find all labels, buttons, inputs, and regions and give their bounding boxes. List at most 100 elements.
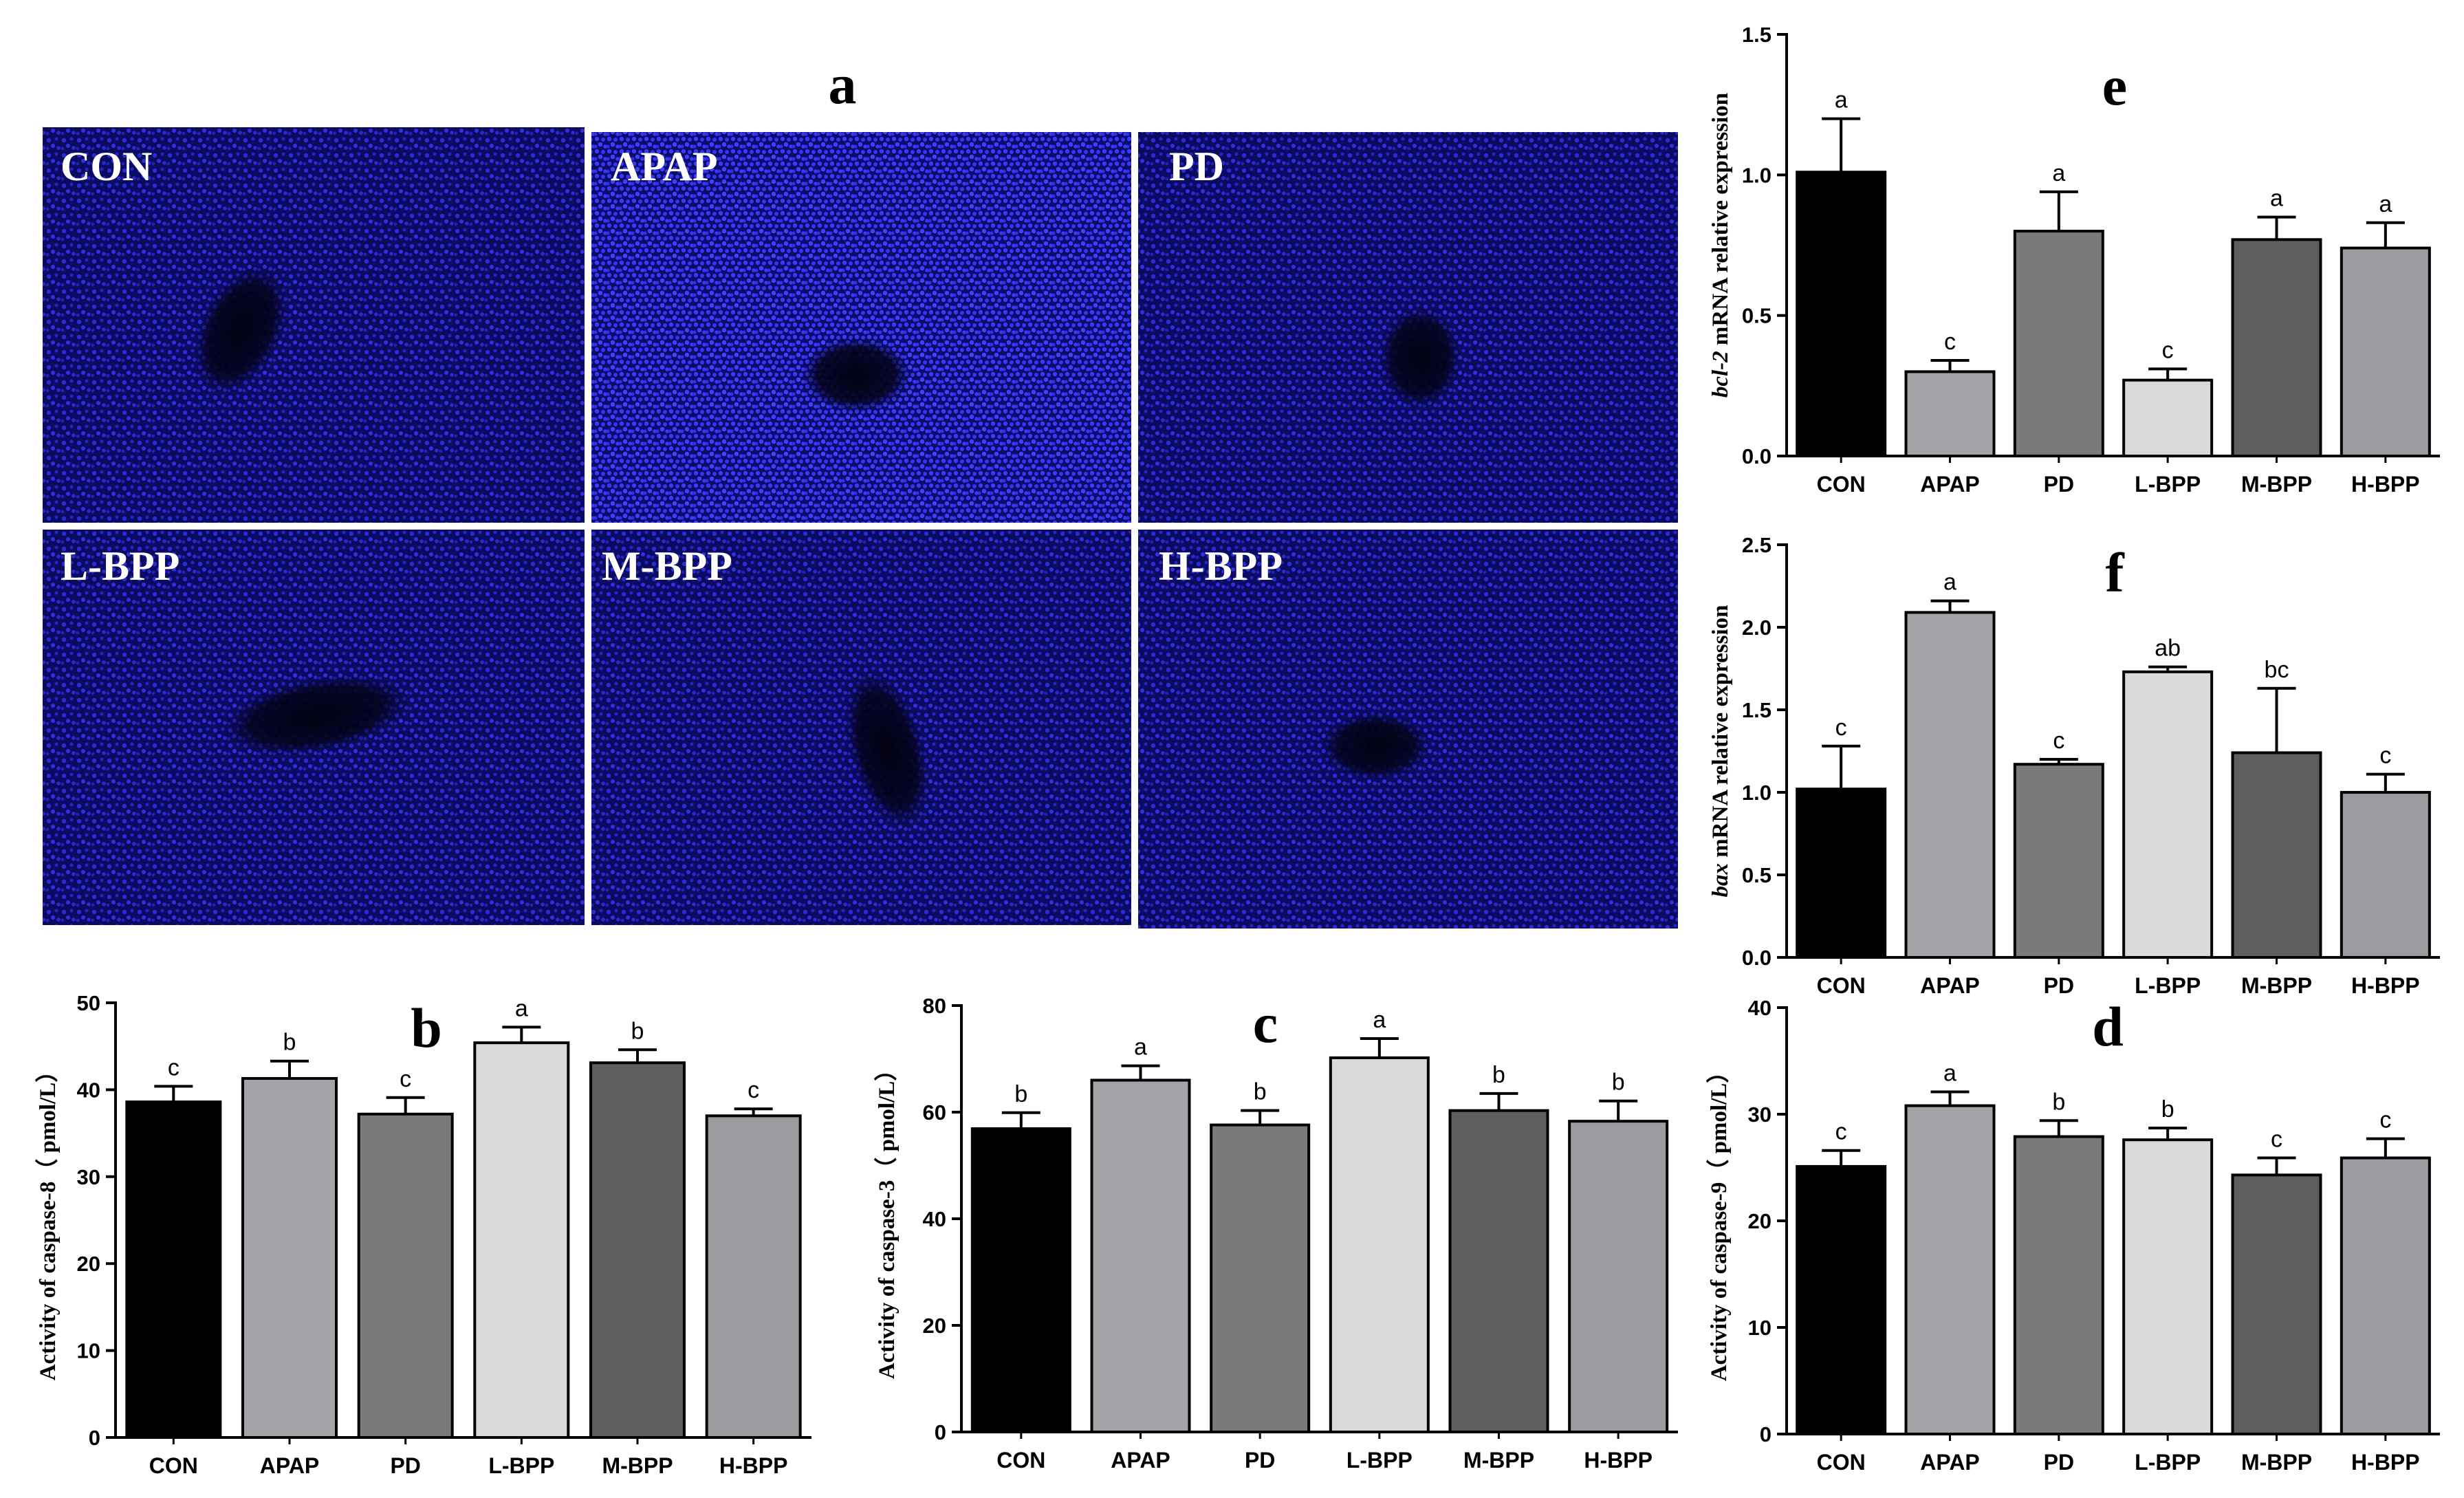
chart-d: d 0 10 20 30 40 Activity of caspase-9（ pmol/L）… — [1706, 995, 2440, 1475]
x-tick-label-b: M-BPP — [602, 1453, 673, 1478]
bar-b-apap — [241, 1076, 338, 1439]
y-tick-label-c: 20 — [923, 1314, 946, 1338]
tile-apap-image — [591, 132, 1131, 523]
x-tick-label-d: L-BPP — [2135, 1450, 2201, 1475]
y-tick-label-d: 20 — [1748, 1209, 1771, 1233]
x-tick-label-b: L-BPP — [488, 1453, 554, 1478]
bar-e-apap — [1904, 370, 1996, 458]
y-tick-label-f: 1.5 — [1742, 698, 1771, 722]
sig-letter-c: b — [1254, 1079, 1267, 1105]
chart-e: e 0.0 0.5 1.0 1.5 bcl-2 mRNA relative express… — [1708, 23, 2440, 497]
x-tick-label-f: PD — [2044, 973, 2074, 998]
tile-label-l-bpp: L-BPP — [61, 543, 179, 589]
bar-f-h-bpp — [2340, 791, 2431, 959]
y-axis-label-gene-e: bcl-2 — [1708, 351, 1733, 398]
sig-letter-d: c — [2379, 1107, 2391, 1133]
sig-letter-f: c — [2379, 743, 2391, 769]
x-tick-label-c: CON — [996, 1448, 1045, 1473]
y-tick-label-c: 80 — [923, 994, 946, 1018]
charts: b 0 10 20 30 40 50 Activity of caspase-8（ pmol/… — [35, 23, 2440, 1478]
y-axis-label-gene-f: bax — [1708, 863, 1733, 898]
panel-letter-c: c — [1253, 992, 1278, 1054]
y-axis-label-rest-e: mRNA relative expression — [1708, 93, 1733, 351]
tile-con-vessel — [193, 265, 288, 395]
bar-b-l-bpp — [473, 1041, 570, 1440]
bar-d-h-bpp — [2340, 1156, 2431, 1436]
x-tick-label-b: APAP — [260, 1453, 320, 1478]
y-tick-label-c: 0 — [935, 1420, 946, 1444]
y-axis-label-rest-f: mRNA relative expression — [1708, 605, 1733, 864]
x-tick-label-e: L-BPP — [2135, 472, 2201, 497]
x-tick-label-c: PD — [1245, 1448, 1275, 1473]
panel-letter-b: b — [411, 997, 442, 1059]
x-tick-label-e: APAP — [1920, 472, 1980, 497]
x-tick-label-d: CON — [1817, 1450, 1866, 1475]
y-tick-label-e: 1.5 — [1742, 23, 1771, 47]
bar-c-pd — [1210, 1123, 1311, 1433]
bar-f-pd — [2013, 763, 2104, 959]
sig-letter-d: b — [2052, 1089, 2065, 1115]
sig-letter-d: c — [1835, 1119, 1847, 1145]
y-tick-label-d: 30 — [1748, 1103, 1771, 1127]
bar-c-m-bpp — [1448, 1109, 1549, 1434]
bar-b-con — [125, 1100, 222, 1439]
tile-label-apap: APAP — [611, 144, 718, 189]
x-tick-label-f: APAP — [1920, 973, 1980, 998]
sig-letter-b: c — [748, 1077, 759, 1103]
y-tick-label-b: 40 — [77, 1078, 100, 1102]
tile-label-m-bpp: M-BPP — [602, 543, 732, 589]
bar-d-l-bpp — [2122, 1138, 2214, 1435]
sig-letter-f: c — [1835, 715, 1847, 741]
x-tick-label-b: PD — [390, 1453, 420, 1478]
sig-letter-e: a — [1835, 87, 1848, 113]
y-tick-label-f: 1.0 — [1742, 781, 1771, 805]
y-tick-label-d: 10 — [1748, 1316, 1771, 1340]
tile-l-bpp: L-BPP — [43, 530, 585, 925]
y-tick-label-f: 2.0 — [1742, 616, 1771, 640]
chart-c: c 0 20 40 60 80 Activity of caspase-3（ pmol/L）… — [874, 992, 1678, 1473]
x-tick-label-d: M-BPP — [2241, 1450, 2312, 1475]
tile-label-h-bpp: H-BPP — [1159, 543, 1283, 589]
x-tick-label-f: CON — [1817, 973, 1866, 998]
y-tick-label-e: 0.5 — [1742, 304, 1771, 328]
y-tick-label-d: 40 — [1748, 996, 1771, 1020]
panel-letter-e: e — [2102, 54, 2127, 117]
x-tick-label-c: M-BPP — [1463, 1448, 1534, 1473]
chart-f: f 0.0 0.5 1.0 1.5 2.0 2.5 bax mRNA relative exp… — [1708, 533, 2440, 998]
bar-c-apap — [1090, 1078, 1191, 1433]
tile-con-image — [43, 127, 585, 523]
sig-letter-e: a — [2379, 191, 2392, 217]
tile-apap-vessel — [801, 337, 911, 413]
sig-letter-b: c — [400, 1066, 411, 1092]
tile-m-bpp-vessel — [844, 669, 930, 830]
sig-letter-d: c — [2271, 1127, 2282, 1153]
x-tick-label-f: L-BPP — [2135, 973, 2201, 998]
x-tick-label-d: PD — [2044, 1450, 2074, 1475]
panel-letter-f: f — [2105, 541, 2125, 604]
sig-letter-d: a — [1943, 1060, 1956, 1086]
sig-letter-c: b — [1014, 1081, 1027, 1107]
sig-letter-f: a — [1943, 569, 1956, 596]
y-tick-label-b: 10 — [77, 1339, 100, 1363]
x-tick-label-d: H-BPP — [2351, 1450, 2420, 1475]
sig-letter-e: c — [2162, 337, 2174, 363]
sig-letter-e: a — [2270, 186, 2283, 212]
panel-letter-a: a — [829, 53, 857, 116]
bar-d-pd — [2013, 1135, 2104, 1436]
x-tick-label-e: CON — [1817, 472, 1866, 497]
tile-label-pd: PD — [1169, 144, 1224, 189]
chart-b: b 0 10 20 30 40 50 Activity of caspase-8（ pmol/… — [35, 991, 811, 1478]
x-tick-label-b: H-BPP — [719, 1453, 788, 1478]
sig-letter-c: b — [1612, 1070, 1625, 1096]
bar-d-apap — [1904, 1104, 1996, 1435]
sig-letter-f: c — [2053, 728, 2064, 754]
bar-c-l-bpp — [1329, 1056, 1430, 1433]
x-tick-label-c: L-BPP — [1347, 1448, 1413, 1473]
y-tick-label-b: 30 — [77, 1165, 100, 1189]
sig-letter-c: a — [1134, 1034, 1147, 1061]
bar-c-con — [970, 1127, 1071, 1434]
y-tick-label-e: 1.0 — [1742, 163, 1771, 187]
y-axis-label-e: bcl-2 mRNA relative expression — [1708, 93, 1733, 398]
sig-letter-e: a — [2052, 160, 2065, 186]
